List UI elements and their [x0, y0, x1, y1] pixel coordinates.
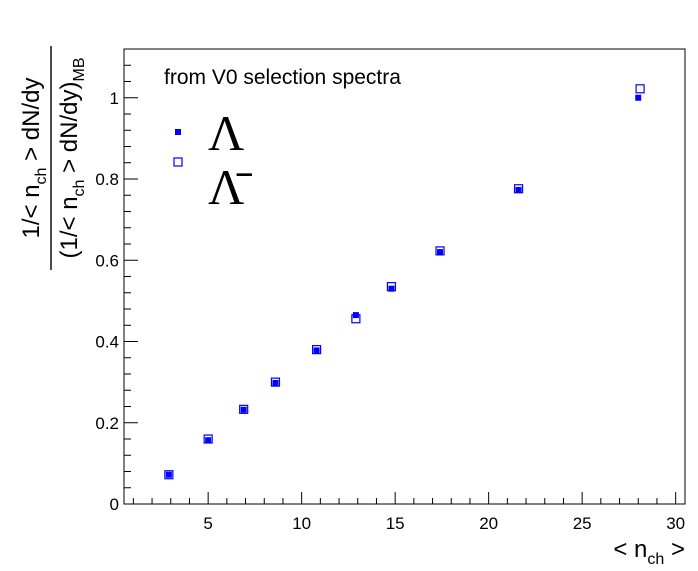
x-axis-title: < nch >	[613, 536, 685, 568]
ticks	[124, 48, 677, 505]
data-point-antilambda	[164, 470, 174, 480]
y-axis-denominator: (1/< nch > dN/dy)MB	[56, 58, 88, 259]
data-point-lambda	[272, 379, 279, 386]
y-tick-label: 0	[110, 495, 119, 514]
data-point-lambda	[635, 94, 642, 101]
y-tick-label: 1	[110, 89, 119, 108]
x-tick-label: 10	[292, 514, 311, 533]
data-point-lambda	[240, 406, 247, 413]
legend-marker-filled	[175, 129, 181, 135]
data-point-antilambda	[312, 345, 322, 355]
data-point-antilambda	[435, 246, 445, 256]
legend-marker-open	[173, 157, 183, 167]
y-tick-label: 0.4	[95, 333, 119, 352]
data-point-antilambda	[635, 84, 645, 94]
data-point-antilambda	[351, 314, 361, 324]
chart-annotation: from V0 selection spectra	[164, 66, 401, 89]
legend-label-antilambda: Λ̄	[208, 159, 252, 215]
y-tick-label: 0.2	[95, 414, 119, 433]
x-tick-label: 15	[386, 514, 405, 533]
data-point-lambda	[165, 471, 172, 478]
legend: Λ Λ̄	[173, 105, 252, 215]
x-tick-label: 25	[573, 514, 592, 533]
data-point-antilambda	[203, 434, 213, 444]
data-points	[164, 84, 645, 480]
data-point-lambda	[437, 249, 444, 256]
legend-label-lambda: Λ	[208, 105, 244, 161]
data-point-lambda	[205, 437, 212, 444]
x-tick-label: 5	[203, 514, 212, 533]
y-tick-label: 0.6	[95, 251, 119, 270]
data-point-antilambda	[513, 184, 524, 194]
data-point-lambda	[515, 186, 522, 193]
data-point-antilambda	[270, 377, 281, 387]
x-tick-label: 20	[479, 514, 498, 533]
data-point-antilambda	[386, 282, 397, 292]
x-tick-label: 30	[666, 514, 685, 533]
y-axis-title: 1/< nch > dN/dy (1/< nch > dN/dy)MB	[18, 46, 88, 270]
data-point-lambda	[388, 285, 395, 292]
tick-labels: 5 10 15 20 25 30 0 0.2 0.4 0.6 0.8 1	[95, 89, 685, 533]
y-axis-numerator: 1/< nch > dN/dy	[18, 78, 50, 239]
data-point-antilambda	[239, 404, 249, 414]
data-point-lambda	[313, 347, 320, 354]
y-tick-label: 0.8	[95, 170, 119, 189]
